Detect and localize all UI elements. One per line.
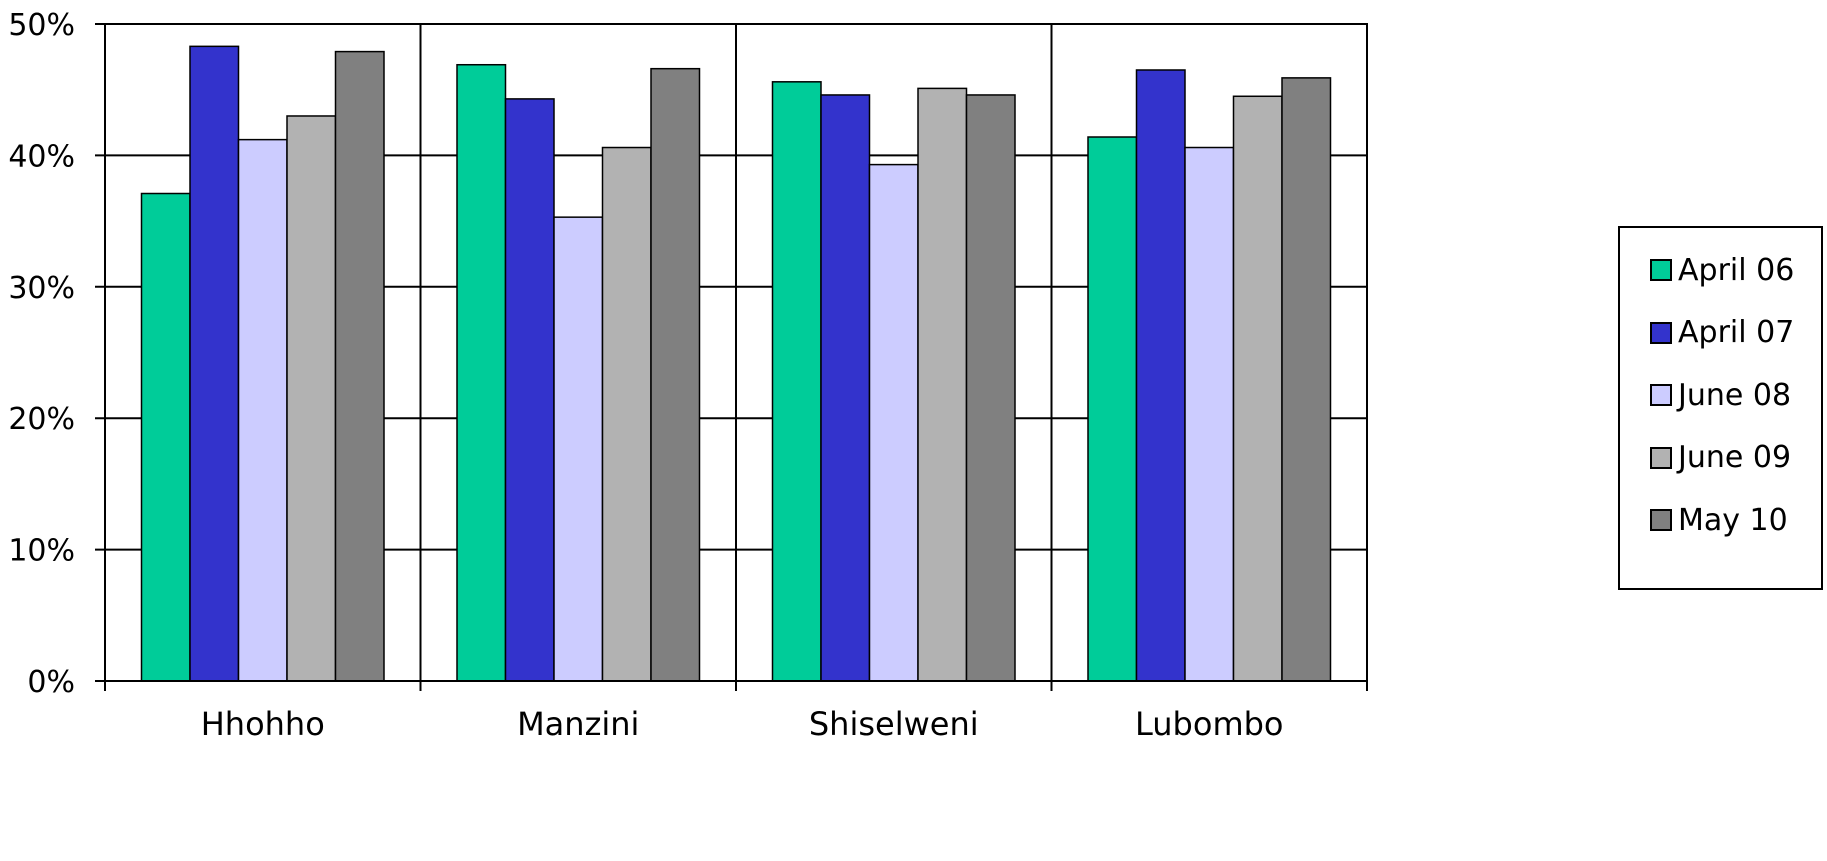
- legend-item-june-09: June 09: [1650, 438, 1791, 478]
- plot-area-border: [104, 23, 1368, 682]
- legend-item-may-10: May 10: [1650, 500, 1788, 540]
- bar-lubombo-april-07: [1135, 69, 1186, 682]
- bar-shiselweni-april-06: [771, 81, 822, 682]
- category-label-manzini: Manzini: [517, 705, 639, 743]
- legend-swatch: [1650, 446, 1672, 469]
- bar-manzini-june-08: [553, 216, 604, 682]
- legend-label: April 06: [1678, 252, 1795, 288]
- bar-lubombo-april-06: [1087, 136, 1138, 682]
- legend-item-april-06: April 06: [1650, 250, 1794, 290]
- bar-hhohho-june-08: [237, 138, 288, 682]
- bar-manzini-may-10: [650, 67, 701, 682]
- bar-lubombo-june-08: [1184, 146, 1235, 682]
- category-label-shiselweni: Shiselweni: [809, 705, 979, 743]
- bar-manzini-april-07: [504, 98, 555, 682]
- legend-swatch: [1650, 384, 1672, 406]
- category-separators: [419, 24, 1053, 691]
- legend-item-april-07: April 07: [1650, 313, 1794, 353]
- y-tick-label-0: 0%: [27, 665, 75, 700]
- axes: [104, 23, 1368, 691]
- y-tick-label-5: 50%: [8, 8, 75, 43]
- y-axis-tick-labels: 0% 10% 20% 30% 40% 50%: [8, 8, 75, 700]
- bar-hhohho-june-09: [286, 115, 337, 682]
- bar-lubombo-june-09: [1232, 95, 1283, 682]
- bar-shiselweni-june-08: [868, 163, 919, 682]
- bar-hhohho-april-07: [189, 45, 240, 682]
- bar-manzini-june-09: [601, 146, 652, 682]
- legend-swatch: [1650, 509, 1672, 531]
- bar-chart: 0% 10% 20% 30% 40% 50% Hhohho Manzini Shiselwen…: [8, 8, 1368, 743]
- bars: [140, 45, 1332, 682]
- legend-swatch: [1650, 259, 1672, 281]
- bar-hhohho-april-06: [140, 192, 191, 682]
- bar-hhohho-may-10: [334, 50, 385, 682]
- bar-shiselweni-june-09: [917, 87, 968, 682]
- bar-shiselweni-april-07: [820, 94, 871, 682]
- y-tick-label-1: 10%: [8, 534, 75, 569]
- y-tick-label-3: 30%: [8, 271, 75, 306]
- category-label-lubombo: Lubombo: [1135, 705, 1284, 743]
- y-tick-label-2: 20%: [8, 402, 75, 437]
- chart-legend: April 06 April 07 June 08 June 09 May 10: [1618, 226, 1823, 590]
- legend-label: June 09: [1678, 440, 1792, 475]
- legend-label: June 08: [1678, 377, 1792, 413]
- y-tick-label-4: 40%: [8, 139, 75, 174]
- legend-label: May 10: [1678, 502, 1788, 538]
- legend-label: April 07: [1678, 315, 1795, 350]
- x-axis-category-labels: Hhohho Manzini Shiselweni Lubombo: [201, 705, 1284, 743]
- category-label-hhohho: Hhohho: [201, 705, 325, 743]
- bar-lubombo-may-10: [1281, 77, 1332, 682]
- bar-manzini-april-06: [456, 63, 507, 682]
- bar-shiselweni-may-10: [965, 94, 1016, 682]
- legend-item-june-08: June 08: [1650, 375, 1791, 415]
- legend-swatch: [1650, 321, 1672, 344]
